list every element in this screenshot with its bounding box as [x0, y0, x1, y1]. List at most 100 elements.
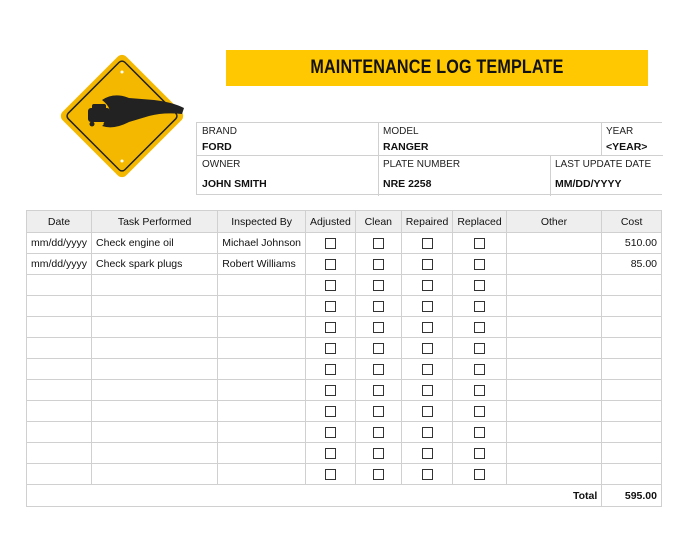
date-cell[interactable]	[25, 274, 93, 296]
adjusted-cell[interactable]	[305, 400, 356, 422]
clean-checkbox[interactable]	[372, 384, 384, 396]
adjusted-checkbox[interactable]	[324, 384, 336, 396]
repaired-cell[interactable]	[400, 400, 454, 422]
task-cell[interactable]	[91, 316, 219, 338]
cost-cell[interactable]: 510.00	[601, 232, 662, 254]
replaced-checkbox[interactable]	[474, 300, 486, 312]
adjusted-checkbox[interactable]	[324, 321, 336, 333]
adjusted-checkbox[interactable]	[324, 279, 336, 291]
clean-checkbox[interactable]	[372, 258, 384, 270]
clean-cell[interactable]	[354, 316, 402, 338]
inspector-cell[interactable]	[217, 358, 306, 380]
clean-cell[interactable]	[354, 400, 402, 422]
clean-checkbox[interactable]	[372, 300, 384, 312]
task-cell[interactable]	[91, 463, 219, 485]
inspector-cell[interactable]	[217, 463, 306, 485]
cost-cell[interactable]	[601, 295, 662, 317]
adjusted-checkbox[interactable]	[324, 342, 336, 354]
clean-checkbox[interactable]	[372, 342, 384, 354]
adjusted-cell[interactable]	[305, 463, 356, 485]
other-cell[interactable]	[505, 442, 603, 464]
repaired-cell[interactable]	[400, 316, 454, 338]
adjusted-cell[interactable]	[305, 316, 356, 338]
clean-checkbox[interactable]	[372, 468, 384, 480]
repaired-cell[interactable]	[400, 337, 454, 359]
other-cell[interactable]	[505, 463, 603, 485]
replaced-checkbox[interactable]	[474, 384, 486, 396]
adjusted-cell[interactable]	[305, 295, 356, 317]
repaired-checkbox[interactable]	[421, 258, 433, 270]
replaced-checkbox[interactable]	[474, 363, 486, 375]
replaced-checkbox[interactable]	[474, 468, 486, 480]
date-cell[interactable]	[25, 295, 93, 317]
cost-cell[interactable]	[601, 337, 662, 359]
replaced-cell[interactable]	[452, 442, 507, 464]
date-cell[interactable]: mm/dd/yyyy	[25, 232, 93, 254]
cost-cell[interactable]	[601, 358, 662, 380]
inspector-cell[interactable]	[217, 274, 306, 296]
inspector-cell[interactable]	[217, 442, 306, 464]
replaced-checkbox[interactable]	[474, 447, 486, 459]
repaired-cell[interactable]	[400, 253, 454, 275]
adjusted-checkbox[interactable]	[324, 447, 336, 459]
task-cell[interactable]: Check spark plugs	[91, 253, 219, 275]
date-cell[interactable]	[25, 316, 93, 338]
adjusted-checkbox[interactable]	[324, 426, 336, 438]
cost-cell[interactable]: 85.00	[601, 253, 662, 275]
replaced-cell[interactable]	[452, 316, 507, 338]
date-cell[interactable]	[25, 358, 93, 380]
date-cell[interactable]	[25, 442, 93, 464]
replaced-cell[interactable]	[452, 274, 507, 296]
adjusted-cell[interactable]	[305, 358, 356, 380]
replaced-cell[interactable]	[452, 379, 507, 401]
adjusted-checkbox[interactable]	[324, 405, 336, 417]
replaced-cell[interactable]	[452, 253, 507, 275]
clean-cell[interactable]	[354, 253, 402, 275]
adjusted-cell[interactable]	[305, 421, 356, 443]
inspector-cell[interactable]	[217, 316, 306, 338]
repaired-checkbox[interactable]	[421, 426, 433, 438]
other-cell[interactable]	[505, 274, 603, 296]
cost-cell[interactable]	[601, 442, 662, 464]
adjusted-cell[interactable]	[305, 274, 356, 296]
clean-checkbox[interactable]	[372, 279, 384, 291]
task-cell[interactable]	[91, 358, 219, 380]
cost-cell[interactable]	[601, 379, 662, 401]
task-cell[interactable]	[91, 421, 219, 443]
date-cell[interactable]: mm/dd/yyyy	[25, 253, 93, 275]
inspector-cell[interactable]	[217, 421, 306, 443]
replaced-checkbox[interactable]	[474, 321, 486, 333]
clean-checkbox[interactable]	[372, 237, 384, 249]
repaired-checkbox[interactable]	[421, 300, 433, 312]
repaired-checkbox[interactable]	[421, 321, 433, 333]
repaired-cell[interactable]	[400, 232, 454, 254]
cost-cell[interactable]	[601, 316, 662, 338]
replaced-checkbox[interactable]	[474, 237, 486, 249]
repaired-checkbox[interactable]	[421, 405, 433, 417]
clean-cell[interactable]	[354, 232, 402, 254]
task-cell[interactable]: Check engine oil	[91, 232, 219, 254]
repaired-cell[interactable]	[400, 379, 454, 401]
adjusted-cell[interactable]	[305, 337, 356, 359]
replaced-cell[interactable]	[452, 337, 507, 359]
replaced-checkbox[interactable]	[474, 405, 486, 417]
other-cell[interactable]	[505, 358, 603, 380]
clean-cell[interactable]	[354, 421, 402, 443]
adjusted-checkbox[interactable]	[324, 468, 336, 480]
adjusted-checkbox[interactable]	[324, 363, 336, 375]
date-cell[interactable]	[25, 379, 93, 401]
task-cell[interactable]	[91, 442, 219, 464]
date-cell[interactable]	[25, 337, 93, 359]
repaired-checkbox[interactable]	[421, 342, 433, 354]
repaired-cell[interactable]	[400, 295, 454, 317]
other-cell[interactable]	[505, 253, 603, 275]
replaced-checkbox[interactable]	[474, 279, 486, 291]
other-cell[interactable]	[505, 232, 603, 254]
clean-checkbox[interactable]	[372, 426, 384, 438]
repaired-cell[interactable]	[400, 274, 454, 296]
clean-checkbox[interactable]	[372, 321, 384, 333]
repaired-cell[interactable]	[400, 421, 454, 443]
clean-cell[interactable]	[354, 442, 402, 464]
date-cell[interactable]	[25, 463, 93, 485]
replaced-cell[interactable]	[452, 295, 507, 317]
